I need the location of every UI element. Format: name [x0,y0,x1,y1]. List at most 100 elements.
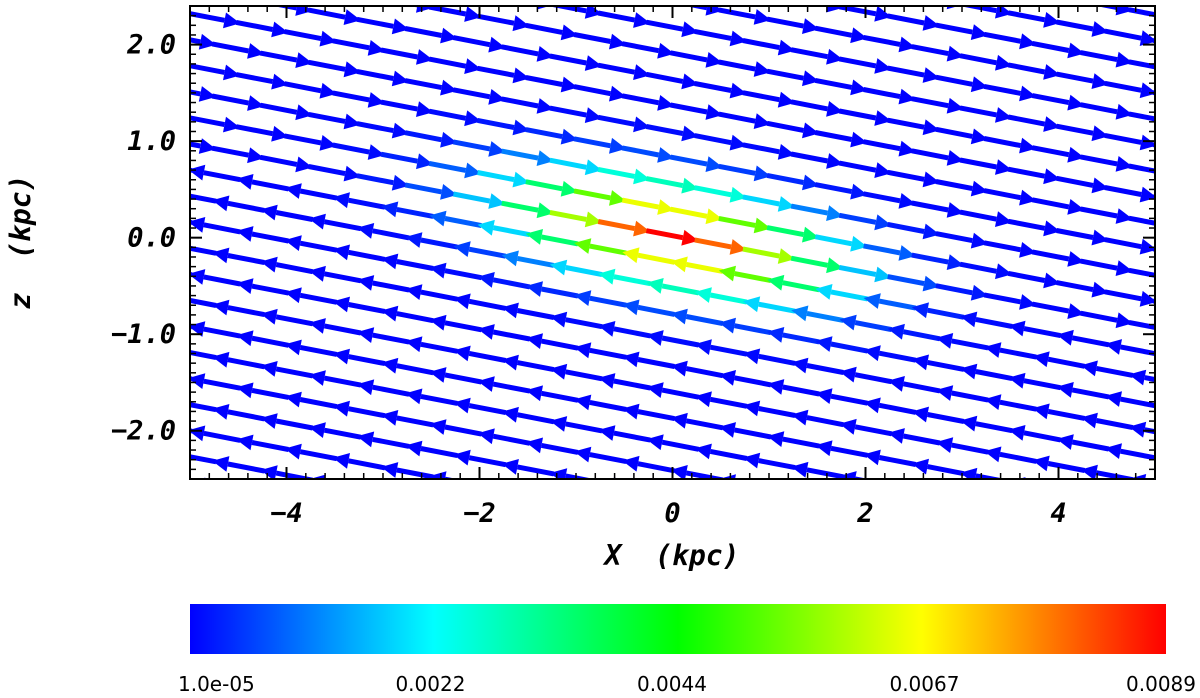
vector-arrow [621,197,675,215]
vector-arrow [477,117,530,136]
arrow-head [791,357,809,374]
vector-arrow [212,299,265,318]
arrow-shaft [959,261,997,274]
arrow-shaft [452,87,491,100]
arrow-shaft [935,126,973,139]
vector-arrow [1056,329,1110,348]
arrow-shaft [766,172,804,185]
arrow-head [367,40,385,56]
arrow-head [995,263,1013,280]
arrow-shaft [709,396,748,409]
vector-arrow [452,139,506,157]
arrow-shaft [911,200,949,213]
vector-arrow [1153,505,1200,521]
arrow-shaft [614,485,650,492]
arrow-shaft [637,304,675,317]
arrow-head [705,156,723,172]
vector-arrow [190,193,217,204]
vector-arrow [332,192,386,210]
arrow-shaft [444,216,482,229]
arrow-shaft [404,182,443,195]
vector-arrow [284,183,338,201]
arrow-head [742,452,761,469]
arrow-shaft [661,439,700,452]
vector-arrow [887,65,940,83]
vector-arrow [598,268,651,287]
arrow-shaft [645,228,684,241]
arrow-head [356,431,375,448]
arrow-shaft [525,179,563,192]
vector-arrow [190,376,193,382]
vector-arrow [116,177,168,193]
arrow-head [1115,51,1133,68]
arrow-head [525,229,543,245]
arrow-head [477,324,495,340]
vector-arrow [404,26,458,44]
vector-arrow [935,231,989,249]
arrow-shaft [1145,482,1181,489]
arrow-head [863,397,881,414]
arrow-shaft [887,274,925,287]
arrow-head [935,385,954,401]
vector-arrow [477,170,530,188]
arrow-head [367,92,385,108]
vector-arrow [984,342,1037,360]
arrow-shaft [1104,80,1142,93]
arrow-shaft [878,350,917,363]
colorbar-tick-label: 1.0e-05 [178,672,255,696]
vector-arrow [815,284,868,302]
arrow-shaft [814,234,853,247]
arrow-head [560,180,578,197]
arrow-head [622,299,640,316]
y-tick-label: 2.0 [126,30,176,61]
arrow-head [753,9,771,25]
arrow-shaft [597,62,636,75]
vector-arrow [309,474,326,479]
vector-arrow [405,440,458,459]
arrow-shaft [983,136,1022,149]
vector-arrow [332,296,386,314]
vector-arrow [308,422,362,440]
vector-arrow [1031,93,1085,111]
vector-arrow [116,77,168,93]
arrow-shaft [211,93,250,106]
arrow-shaft [790,255,829,268]
arrow-shaft [284,29,322,42]
arrow-shaft [549,209,587,222]
vector-arrow [742,38,796,56]
arrow-shaft [190,115,225,128]
arrow-shaft [190,297,217,308]
colorbar-labels: 1.0e-05 0.0022 0.0044 0.0067 0.0089 [178,672,1196,696]
vector-arrow [935,22,989,40]
arrow-shaft [190,219,193,226]
arrow-head [525,437,543,454]
arrow-head [694,391,712,408]
vector-arrow [1128,59,1181,77]
arrow-head [1164,61,1181,77]
arrow-shaft [259,102,298,115]
arrow-head [718,474,736,479]
arrow-shaft [492,225,531,238]
arrow-shaft [477,117,515,130]
arrow-head [190,164,206,181]
vector-arrow [935,333,989,351]
arrow-shaft [951,338,989,351]
vector-arrow [549,53,603,71]
vector-arrow [887,428,941,446]
vector-arrow [597,62,651,80]
arrow-head [212,195,230,212]
vector-arrow [1153,352,1155,355]
vector-arrow [574,499,626,515]
arrow-shaft [428,6,467,17]
arrow-shaft [975,316,1013,329]
arrow-head [815,440,833,457]
arrow-head [1104,443,1122,459]
vector-arrow [381,253,434,271]
arrow-head [777,248,796,264]
arrow-head [863,345,881,362]
arrow-shaft [645,19,684,32]
arrow-shaft [1023,378,1061,391]
vector-arrow [1031,145,1085,163]
arrow-head [1091,229,1109,246]
vector-arrow [190,425,241,443]
